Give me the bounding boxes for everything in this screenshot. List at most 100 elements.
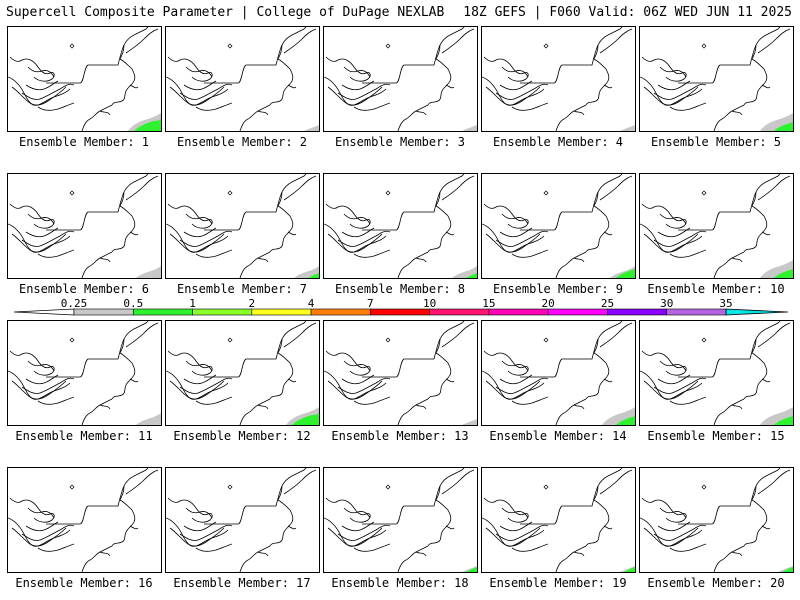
map-graphic (482, 468, 635, 572)
map-graphic (166, 174, 319, 278)
map-graphic (640, 468, 793, 572)
colorbar-tick-label: 30 (660, 297, 674, 310)
spc-low-shading (294, 266, 319, 278)
ensemble-map-15 (639, 320, 794, 426)
map-graphic (8, 468, 159, 572)
colorbar-tick-label: 15 (482, 297, 496, 310)
ensemble-map-8 (323, 173, 478, 279)
spc-1-shading (292, 413, 319, 425)
map-graphic (482, 174, 635, 278)
ensemble-map-7 (165, 173, 320, 279)
ensemble-member-label: Ensemble Member: 2 (176, 135, 308, 149)
map-graphic (166, 321, 319, 425)
colorbar-tick-label: 2 (248, 297, 256, 310)
ensemble-map-1 (7, 26, 162, 132)
spc-low-shading (136, 413, 161, 425)
colorbar-tick-label: 0.25 (60, 297, 88, 310)
map-graphic (8, 321, 161, 425)
ensemble-map-2 (165, 26, 320, 132)
map-graphic (8, 27, 161, 131)
colorbar-segment (192, 308, 253, 316)
spc-low-shading (462, 125, 477, 131)
spc-1-shading (466, 273, 477, 278)
ensemble-member-label: Ensemble Member: 13 (331, 429, 469, 443)
colorbar-tick-label: 35 (719, 297, 733, 310)
ensemble-member-label: Ensemble Member: 9 (492, 282, 624, 296)
colorbar-high-arrow (725, 308, 789, 316)
spc-1-shading (308, 273, 319, 278)
colorbar-segment (370, 308, 430, 316)
spc-1-shading (466, 567, 477, 572)
colorbar-tick-label: 4 (307, 297, 315, 310)
ensemble-map-19 (481, 467, 636, 573)
ensemble-member-label: Ensemble Member: 4 (492, 135, 624, 149)
colorbar-tick-label: 7 (367, 297, 374, 310)
ensemble-map-5 (639, 26, 794, 132)
spc-1-shading (616, 269, 635, 278)
map-graphic (324, 468, 477, 572)
colorbar-segment (666, 308, 727, 316)
ensemble-member-label: Ensemble Member: 15 (647, 429, 785, 443)
color-scale-bar (13, 308, 789, 316)
ensemble-member-label: Ensemble Member: 18 (331, 576, 469, 590)
ensemble-map-16 (7, 467, 162, 573)
ensemble-member-label: Ensemble Member: 12 (173, 429, 311, 443)
ensemble-member-label: Ensemble Member: 6 (18, 282, 150, 296)
ensemble-map-6 (7, 173, 162, 279)
colorbar-tick-label: 1 (189, 297, 196, 310)
map-graphic (640, 174, 793, 278)
spc-1-shading (134, 119, 161, 131)
ensemble-member-label: Ensemble Member: 7 (176, 282, 308, 296)
ensemble-map-11 (7, 320, 162, 426)
ensemble-map-17 (165, 467, 320, 573)
colorbar-tick-label: 10 (423, 297, 437, 310)
map-graphic (640, 27, 793, 131)
ensemble-map-14 (481, 320, 636, 426)
spc-1-shading (624, 567, 635, 572)
ensemble-map-12 (165, 320, 320, 426)
spc-low-shading (452, 266, 477, 278)
ensemble-map-9 (481, 173, 636, 279)
map-graphic (166, 468, 317, 572)
ensemble-member-label: Ensemble Member: 14 (489, 429, 627, 443)
header-title: Supercell Composite Parameter | College … (6, 5, 445, 20)
ensemble-member-label: Ensemble Member: 8 (334, 282, 466, 296)
map-graphic (640, 321, 793, 425)
colorbar-tick-label: 0.5 (123, 297, 144, 310)
colorbar-segment (547, 308, 608, 316)
ensemble-member-label: Ensemble Member: 19 (489, 576, 627, 590)
ensemble-map-4 (481, 26, 636, 132)
ensemble-map-13 (323, 320, 478, 426)
map-graphic (324, 27, 477, 131)
ensemble-member-label: Ensemble Member: 16 (15, 576, 153, 590)
spc-1-shading (774, 269, 793, 278)
map-graphic (166, 27, 319, 131)
colorbar-segment (607, 308, 668, 316)
spc-low-shading (620, 125, 635, 131)
spc-low-shading (304, 125, 319, 131)
ensemble-map-18 (323, 467, 478, 573)
map-graphic (8, 174, 161, 278)
map-graphic (324, 321, 477, 425)
spc-1-shading (782, 567, 793, 572)
spc-low-shading (136, 266, 161, 278)
ensemble-member-label: Ensemble Member: 3 (334, 135, 466, 149)
spc-1-shading (774, 416, 793, 425)
colorbar-tick-label: 20 (541, 297, 555, 310)
ensemble-member-label: Ensemble Member: 17 (173, 576, 311, 590)
colorbar-segment (310, 308, 371, 316)
colorbar-segment (429, 308, 490, 316)
spc-1-shading (616, 416, 635, 425)
spc-low-shading (462, 419, 477, 425)
ensemble-map-10 (639, 173, 794, 279)
map-graphic (482, 321, 635, 425)
colorbar-tick-label: 25 (600, 297, 615, 310)
colorbar-segment (488, 308, 549, 316)
ensemble-member-label: Ensemble Member: 20 (647, 576, 785, 590)
ensemble-member-label: Ensemble Member: 11 (15, 429, 153, 443)
map-graphic (482, 27, 635, 131)
spc-1-shading (774, 122, 793, 131)
ensemble-member-label: Ensemble Member: 1 (18, 135, 150, 149)
ensemble-map-20 (639, 467, 794, 573)
header-run-info: 18Z GEFS | F060 Valid: 06Z WED JUN 11 20… (463, 5, 792, 20)
